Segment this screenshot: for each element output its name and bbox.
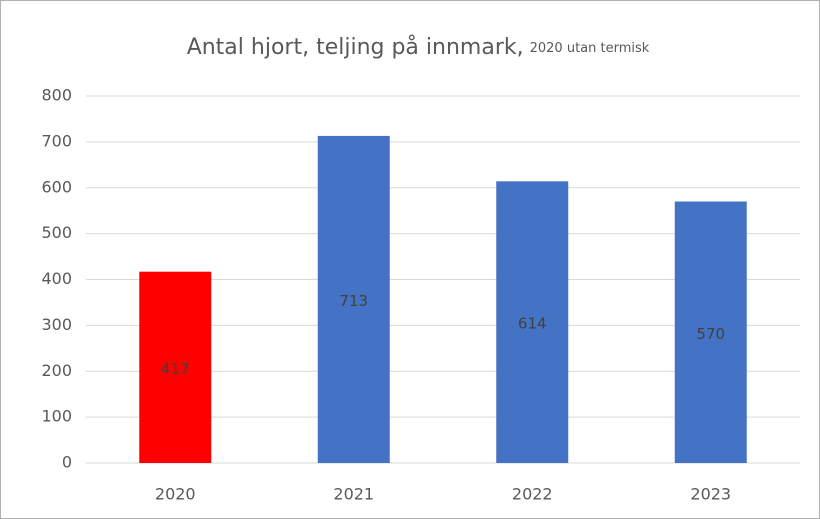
y-tick-label: 200	[41, 361, 72, 380]
data-label: 614	[518, 315, 547, 333]
y-tick-label: 400	[41, 269, 72, 288]
chart-title: Antal hjort, teljing på innmark, 2020 uta…	[187, 34, 650, 60]
subtitle: 2020 utan termisk	[530, 41, 650, 56]
y-tick-label: 600	[41, 177, 72, 196]
data-label: 417	[161, 360, 190, 378]
x-tick-label: 2021	[333, 485, 374, 504]
y-tick-label: 700	[41, 131, 72, 150]
bar	[674, 201, 747, 463]
y-tick-label: 500	[41, 223, 72, 242]
bar	[317, 135, 390, 463]
y-tick-label: 100	[41, 407, 72, 426]
x-tick-label: 2023	[690, 485, 731, 504]
bar	[496, 181, 569, 463]
data-label: 713	[339, 292, 368, 310]
y-tick-label: 300	[41, 315, 72, 334]
y-tick-label: 0	[62, 453, 72, 472]
x-tick-label: 2020	[155, 485, 196, 504]
x-tick-label: 2022	[512, 485, 553, 504]
y-tick-label: 800	[41, 86, 72, 105]
title: Antal hjort, teljing på innmark,	[187, 34, 524, 60]
bar	[139, 271, 212, 463]
data-label: 570	[696, 325, 725, 343]
